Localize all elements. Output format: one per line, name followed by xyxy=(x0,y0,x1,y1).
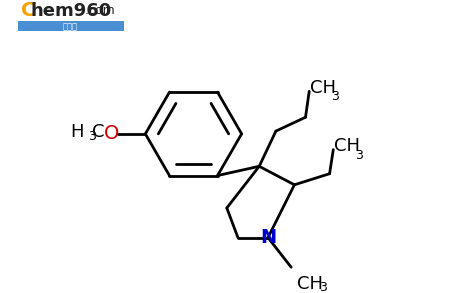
Text: C: C xyxy=(92,123,104,141)
Text: H: H xyxy=(70,123,83,141)
Text: 3: 3 xyxy=(319,281,327,293)
Text: 3: 3 xyxy=(331,90,339,103)
Text: O: O xyxy=(103,124,119,143)
Text: N: N xyxy=(260,228,276,247)
Text: CH: CH xyxy=(334,137,360,155)
Text: hem960: hem960 xyxy=(30,2,112,20)
Text: CH: CH xyxy=(297,275,323,293)
Text: CH: CH xyxy=(310,79,336,97)
Text: .com: .com xyxy=(84,4,115,17)
Text: 化工网: 化工网 xyxy=(63,22,78,31)
Bar xyxy=(18,3,124,31)
Text: 3: 3 xyxy=(88,130,96,143)
Text: C: C xyxy=(21,1,36,20)
Bar xyxy=(18,21,124,31)
Text: 3: 3 xyxy=(356,149,364,162)
